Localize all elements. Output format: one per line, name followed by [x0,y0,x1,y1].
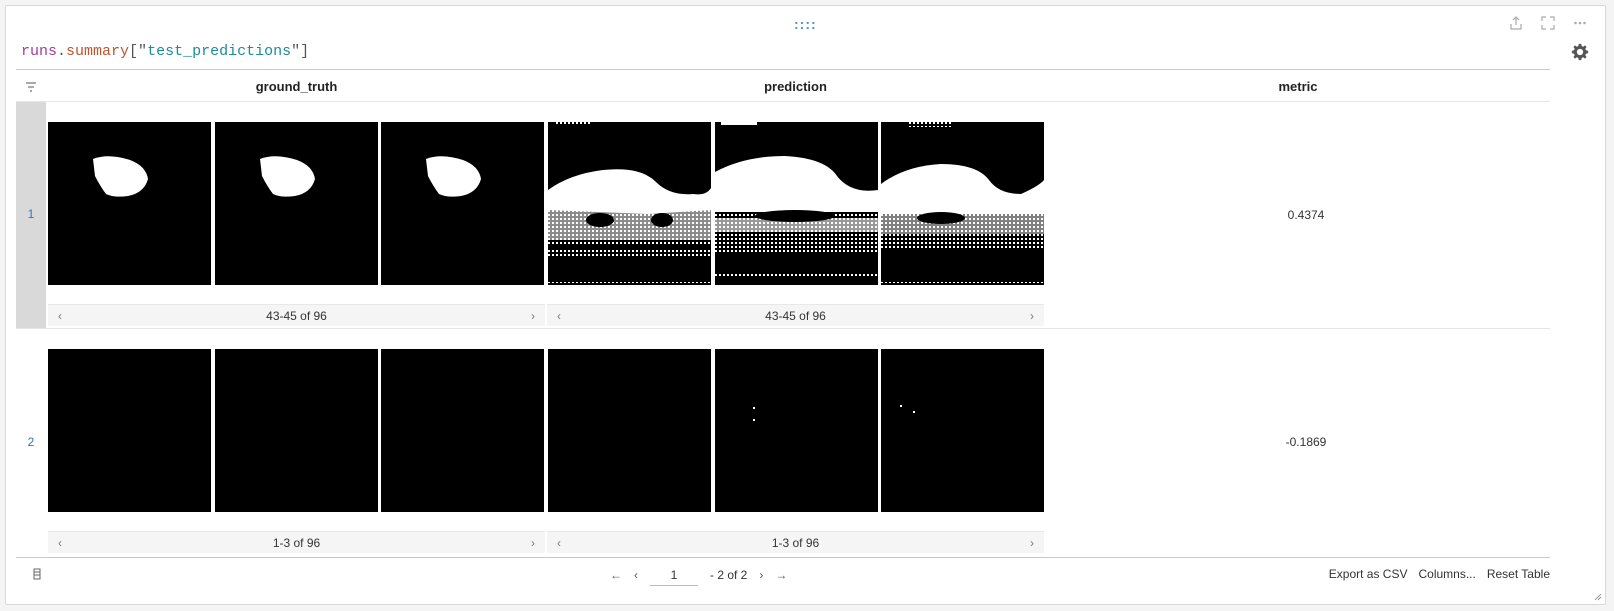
share-icon[interactable] [1507,14,1525,32]
prediction-pager: ‹ 1-3 of 96 › [547,531,1044,553]
table-footer: ← ‹ - 2 of 2 › → Export as CSV Columns..… [16,557,1550,595]
prediction-mask-image [548,349,711,512]
columns-button[interactable]: Columns... [1418,567,1476,581]
table-row: 2 ‹ 1-3 of 96 › ‹ 1-3 of 96 › -0.1869 [16,329,1550,558]
metric-value: -0.1869 [1285,435,1327,449]
column-header-prediction[interactable]: prediction [764,79,827,94]
ground-truth-mask-image [215,122,378,285]
column-toggle-icon[interactable] [33,568,41,580]
ground-truth-mask-image [215,349,378,512]
column-header-ground-truth[interactable]: ground_truth [255,79,338,94]
ground-truth-mask-image [48,349,211,512]
column-header-metric[interactable]: metric [1278,79,1318,94]
panel-actions [1507,14,1589,32]
query-property: summary [66,43,130,60]
data-table: ground_truth prediction metric 1 [16,69,1550,557]
more-options-icon[interactable] [1571,14,1589,32]
ground-truth-pager: ‹ 43-45 of 96 › [48,304,545,326]
pager-range: 43-45 of 96 [765,308,826,323]
prediction-mask-image [881,122,1044,285]
pagination: ← ‹ - 2 of 2 › → [610,564,787,586]
reset-table-button[interactable]: Reset Table [1486,567,1550,581]
pager-next-button[interactable]: › [531,535,535,550]
ground-truth-mask-image [381,122,544,285]
prediction-mask-image [715,122,878,285]
pager-range: 43-45 of 96 [266,308,327,323]
query-object: runs [21,43,58,60]
filter-icon[interactable] [25,82,37,92]
page-count: - 2 of 2 [710,568,748,582]
settings-gear-icon[interactable] [1571,43,1589,61]
row-number[interactable]: 2 [27,435,35,449]
row-number[interactable]: 1 [27,207,35,221]
next-page-button[interactable]: › [759,568,764,582]
prediction-pager: ‹ 43-45 of 96 › [547,304,1044,326]
drag-handle[interactable]: :::: [794,16,817,32]
query-close-bracket: "] [291,43,310,60]
page-number-input[interactable] [650,564,698,586]
query-key: test_predictions [147,43,292,60]
last-page-button[interactable]: → [775,568,788,582]
query-expression[interactable]: runs.summary["test_predictions"] [21,43,309,60]
prev-page-button[interactable]: ‹ [634,568,638,582]
pager-range: 1-3 of 96 [771,535,820,550]
prediction-mask-image [881,349,1044,512]
pager-next-button[interactable]: › [1030,535,1034,550]
prediction-mask-image [715,349,878,512]
footer-actions: Export as CSV Columns... Reset Table [1329,567,1550,581]
pager-prev-button[interactable]: ‹ [557,535,561,550]
pager-prev-button[interactable]: ‹ [58,535,62,550]
table-row: 1 [16,102,1550,329]
pager-prev-button[interactable]: ‹ [58,308,62,323]
query-dot: . [57,43,67,60]
first-page-button[interactable]: ← [610,568,622,582]
ground-truth-mask-image [48,122,211,285]
ground-truth-pager: ‹ 1-3 of 96 › [48,531,545,553]
table-header: ground_truth prediction metric [16,70,1550,102]
resize-grip-icon[interactable] [1594,593,1602,601]
pager-range: 1-3 of 96 [272,535,321,550]
prediction-mask-image [548,122,711,285]
pager-next-button[interactable]: › [531,308,535,323]
export-csv-button[interactable]: Export as CSV [1328,567,1408,581]
table-panel: :::: runs.summary["test_predictions"] gr… [5,5,1606,605]
fullscreen-icon[interactable] [1539,14,1557,32]
pager-prev-button[interactable]: ‹ [557,308,561,323]
metric-value: 0.4374 [1287,208,1325,222]
pager-next-button[interactable]: › [1030,308,1034,323]
query-open-bracket: [" [129,43,148,60]
ground-truth-mask-image [381,349,544,512]
row-selector[interactable] [16,102,46,328]
